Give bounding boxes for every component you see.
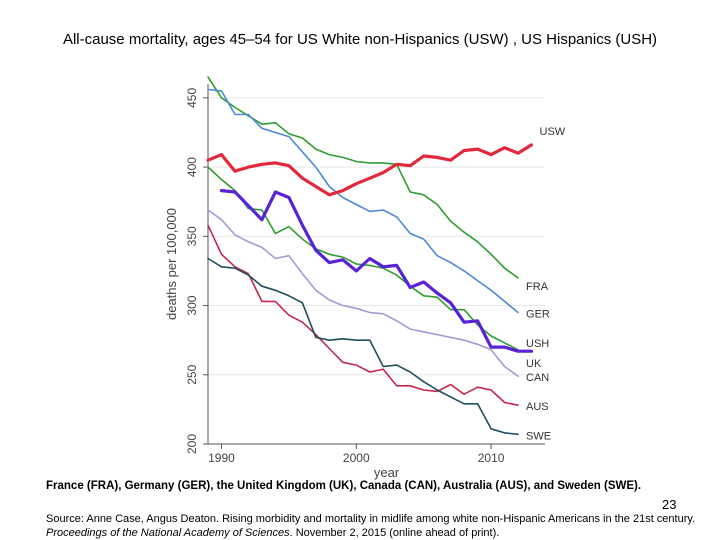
series-label-uk: UK <box>526 358 542 370</box>
series-label-ush: USH <box>526 338 549 350</box>
source-citation: Source: Anne Case, Angus Deaton. Rising … <box>46 512 696 540</box>
chart-title: All-cause mortality, ages 45–54 for US W… <box>62 31 658 48</box>
series-line-usw <box>206 143 534 197</box>
y-tick-label: 200 <box>185 434 199 454</box>
series-line-aus <box>207 224 519 407</box>
series-label-usw: USW <box>540 126 566 138</box>
page-number: 23 <box>662 497 677 512</box>
source-prefix: Source: Anne Case, Angus Deaton. Rising … <box>46 513 696 525</box>
series-label-swe: SWE <box>526 430 551 442</box>
y-tick-label: 400 <box>185 157 199 177</box>
series-label-fra: FRA <box>526 281 549 293</box>
x-tick-label: 1990 <box>208 451 235 465</box>
y-tick-label: 350 <box>185 226 199 246</box>
series-line-swe <box>207 257 519 436</box>
series-line-ger <box>207 88 519 314</box>
x-tick-label: 2010 <box>478 451 505 465</box>
series-label-can: CAN <box>526 372 549 384</box>
mortality-line-chart: 200 250 300 350 400 450 1990 2000 2010 deaths per… <box>164 76 566 480</box>
series-line-fra <box>207 76 519 279</box>
series-line-can <box>207 209 519 378</box>
y-axis-label: deaths per 100,000 <box>164 208 179 320</box>
source-journal: Proceedings of the National Academy of S… <box>46 527 290 539</box>
y-tick-label: 450 <box>185 88 199 108</box>
source-suffix: . November 2, 2015 (online ahead of prin… <box>289 527 500 539</box>
series-label-aus: AUS <box>526 401 549 413</box>
y-tick-label: 300 <box>185 295 199 315</box>
chart-caption: France (FRA), Germany (GER), the United … <box>46 480 642 492</box>
series-line-ush <box>219 189 534 353</box>
y-tick-label: 250 <box>185 364 199 384</box>
x-axis-label: year <box>374 465 400 480</box>
series-label-ger: GER <box>526 308 550 320</box>
x-tick-label: 2000 <box>343 451 370 465</box>
